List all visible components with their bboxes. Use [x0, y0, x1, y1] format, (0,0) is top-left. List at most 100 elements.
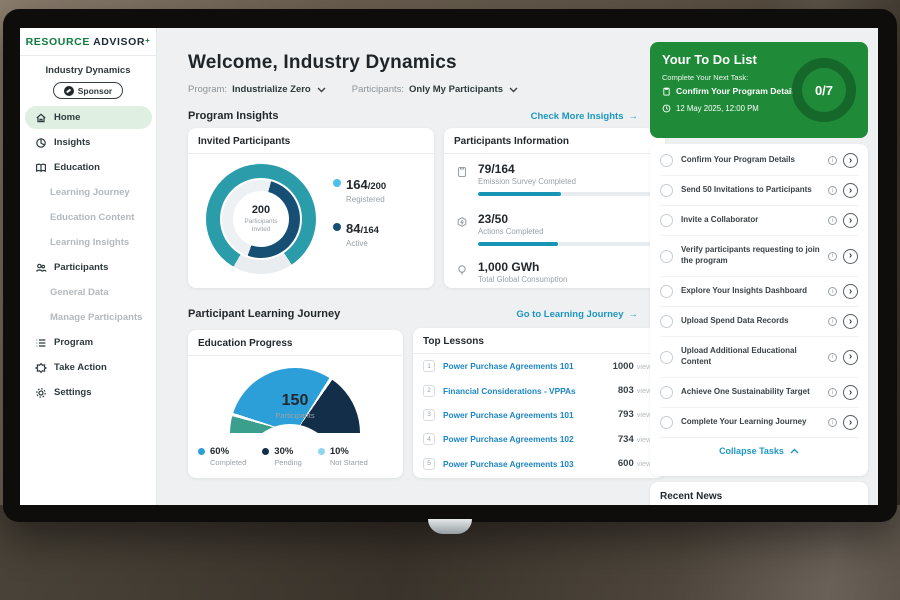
- todo-task-list: Confirm Your Program Details i › Send 50…: [650, 144, 868, 476]
- card-title: Top Lessons: [413, 328, 665, 354]
- lesson-row: 4 Power Purchase Agreements 102 734 view…: [413, 427, 665, 451]
- sponsor-badge[interactable]: Sponsor: [53, 82, 123, 99]
- lesson-row: 3 Power Purchase Agreements 101 793 view…: [413, 403, 665, 427]
- sidebar-item-learning-journey[interactable]: Learning Journey: [20, 180, 157, 205]
- metric-consumption: 1,000 GWh Total Global Consumption: [456, 260, 651, 284]
- sidebar-item-manage-participants[interactable]: Manage Participants: [20, 305, 157, 330]
- chevron-down-icon: [317, 87, 326, 92]
- lesson-row: 1 Power Purchase Agreements 101 1000 vie…: [413, 354, 665, 378]
- task-checkbox[interactable]: [660, 315, 673, 328]
- education-progress-card: Education Progress 150 Participants 60% …: [188, 330, 403, 478]
- task-go-button[interactable]: ›: [843, 153, 858, 168]
- task-row: Verify participants requesting to join t…: [660, 236, 858, 277]
- sidebar-item-education-content[interactable]: Education Content: [20, 205, 157, 230]
- sidebar-item-general-data[interactable]: General Data: [20, 280, 157, 305]
- legend-registered: 164/200 Registered: [333, 176, 386, 204]
- sidebar-item-program[interactable]: Program: [20, 330, 157, 355]
- sidebar-item-learning-insights[interactable]: Learning Insights: [20, 230, 157, 255]
- go-to-learning-journey-link[interactable]: Go to Learning Journey →: [516, 308, 639, 320]
- metric-actions-completed: 23/50 Actions Completed: [456, 212, 651, 246]
- participants-filter[interactable]: Participants: Only My Participants: [352, 84, 518, 95]
- donut-legend: 164/200 Registered 84/164 Active: [333, 176, 386, 264]
- todo-progress-badge: 0/7: [792, 58, 856, 122]
- check-more-insights-link[interactable]: Check More Insights →: [530, 110, 638, 122]
- donut-center-label: Participants Invited: [244, 217, 278, 233]
- collapse-tasks-link[interactable]: Collapse Tasks: [660, 438, 858, 464]
- lesson-link[interactable]: Power Purchase Agreements 102: [443, 434, 574, 445]
- recent-news-card: Recent News: [650, 482, 868, 505]
- info-icon[interactable]: i: [828, 418, 837, 427]
- sidebar: RESOURCE ADVISOR+ Industry Dynamics Spon…: [20, 28, 157, 505]
- info-icon[interactable]: i: [828, 287, 837, 296]
- dashboard-screen: RESOURCE ADVISOR+ Industry Dynamics Spon…: [20, 28, 878, 505]
- task-checkbox[interactable]: [660, 154, 673, 167]
- program-filter[interactable]: Program: Industrialize Zero: [188, 84, 326, 95]
- task-checkbox[interactable]: [660, 249, 673, 263]
- task-checkbox[interactable]: [660, 386, 673, 399]
- task-go-button[interactable]: ›: [843, 248, 858, 264]
- sidebar-item-participants[interactable]: Participants: [20, 255, 157, 280]
- task-checkbox[interactable]: [660, 350, 673, 364]
- app-logo: RESOURCE ADVISOR+: [25, 36, 151, 48]
- task-checkbox[interactable]: [660, 416, 673, 429]
- legend-dot: [333, 223, 341, 231]
- sidebar-item-label: Insights: [54, 137, 91, 148]
- lesson-link[interactable]: Power Purchase Agreements 101: [443, 361, 574, 372]
- metric-emission-survey: 79/164 Emission Survey Completed: [456, 162, 651, 196]
- lesson-link[interactable]: Power Purchase Agreements 101: [443, 409, 574, 420]
- lesson-row: 5 Power Purchase Agreements 103 600 view…: [413, 452, 665, 476]
- sidebar-item-label: Education Content: [50, 212, 135, 223]
- todo-next-task-date: 12 May 2025, 12:00 PM: [662, 104, 759, 113]
- chevron-down-icon: [509, 87, 518, 92]
- survey-icon: [456, 165, 468, 178]
- info-icon[interactable]: i: [828, 317, 837, 326]
- task-checkbox[interactable]: [660, 285, 673, 298]
- insights-icon: [35, 137, 47, 149]
- gauge-center: 150 Participants: [275, 392, 315, 420]
- arrow-right-icon: →: [628, 308, 639, 320]
- info-icon[interactable]: i: [828, 186, 837, 195]
- task-row: Complete Your Learning Journey i ›: [660, 408, 858, 438]
- page-title: Welcome, Industry Dynamics: [188, 52, 457, 73]
- task-go-button[interactable]: ›: [843, 284, 858, 299]
- task-go-button[interactable]: ›: [843, 385, 858, 400]
- sidebar-item-label: Manage Participants: [50, 312, 143, 323]
- task-checkbox[interactable]: [660, 184, 673, 197]
- sidebar-item-education[interactable]: Education: [20, 155, 157, 180]
- rank-badge: 2: [423, 384, 435, 397]
- sidebar-item-label: Participants: [54, 262, 109, 273]
- sponsor-icon: [63, 85, 74, 96]
- progress-bar: [478, 192, 651, 196]
- info-icon[interactable]: i: [828, 251, 837, 261]
- recent-news-title: Recent News: [660, 491, 723, 502]
- donut-center-value: 200: [251, 203, 271, 216]
- legend-completed: 60% Completed: [198, 446, 246, 467]
- filter-bar: Program: Industrialize Zero Participants…: [188, 84, 518, 95]
- task-go-button[interactable]: ›: [843, 349, 858, 365]
- participants-information-card: Participants Information 79/164 Emission…: [444, 128, 665, 288]
- org-name: Industry Dynamics: [45, 65, 131, 76]
- info-icon[interactable]: i: [828, 216, 837, 225]
- legend-dot: [317, 448, 325, 455]
- task-checkbox[interactable]: [660, 214, 673, 227]
- lesson-link[interactable]: Power Purchase Agreements 103: [443, 458, 574, 469]
- lesson-row: 2 Financial Considerations - VPPAs 803 v…: [413, 378, 665, 402]
- legend-active: 84/164 Active: [333, 220, 386, 248]
- sidebar-item-home[interactable]: Home: [20, 105, 157, 130]
- info-icon[interactable]: i: [828, 388, 837, 397]
- sidebar-item-settings[interactable]: Settings: [20, 380, 157, 405]
- task-go-button[interactable]: ›: [843, 314, 858, 329]
- gear-icon: [35, 387, 47, 399]
- invited-donut-chart: 200 Participants Invited: [206, 164, 316, 274]
- task-go-button[interactable]: ›: [843, 213, 858, 228]
- section-title: Program Insights: [188, 110, 279, 122]
- top-lessons-card: Top Lessons 1 Power Purchase Agreements …: [413, 328, 665, 478]
- info-icon[interactable]: i: [828, 352, 837, 362]
- sidebar-item-insights[interactable]: Insights: [20, 130, 157, 155]
- task-go-button[interactable]: ›: [843, 415, 858, 430]
- rank-badge: 5: [423, 457, 435, 470]
- sidebar-item-take-action[interactable]: Take Action: [20, 355, 157, 380]
- lesson-link[interactable]: Financial Considerations - VPPAs: [443, 385, 576, 396]
- task-go-button[interactable]: ›: [843, 183, 858, 198]
- info-icon[interactable]: i: [828, 156, 837, 165]
